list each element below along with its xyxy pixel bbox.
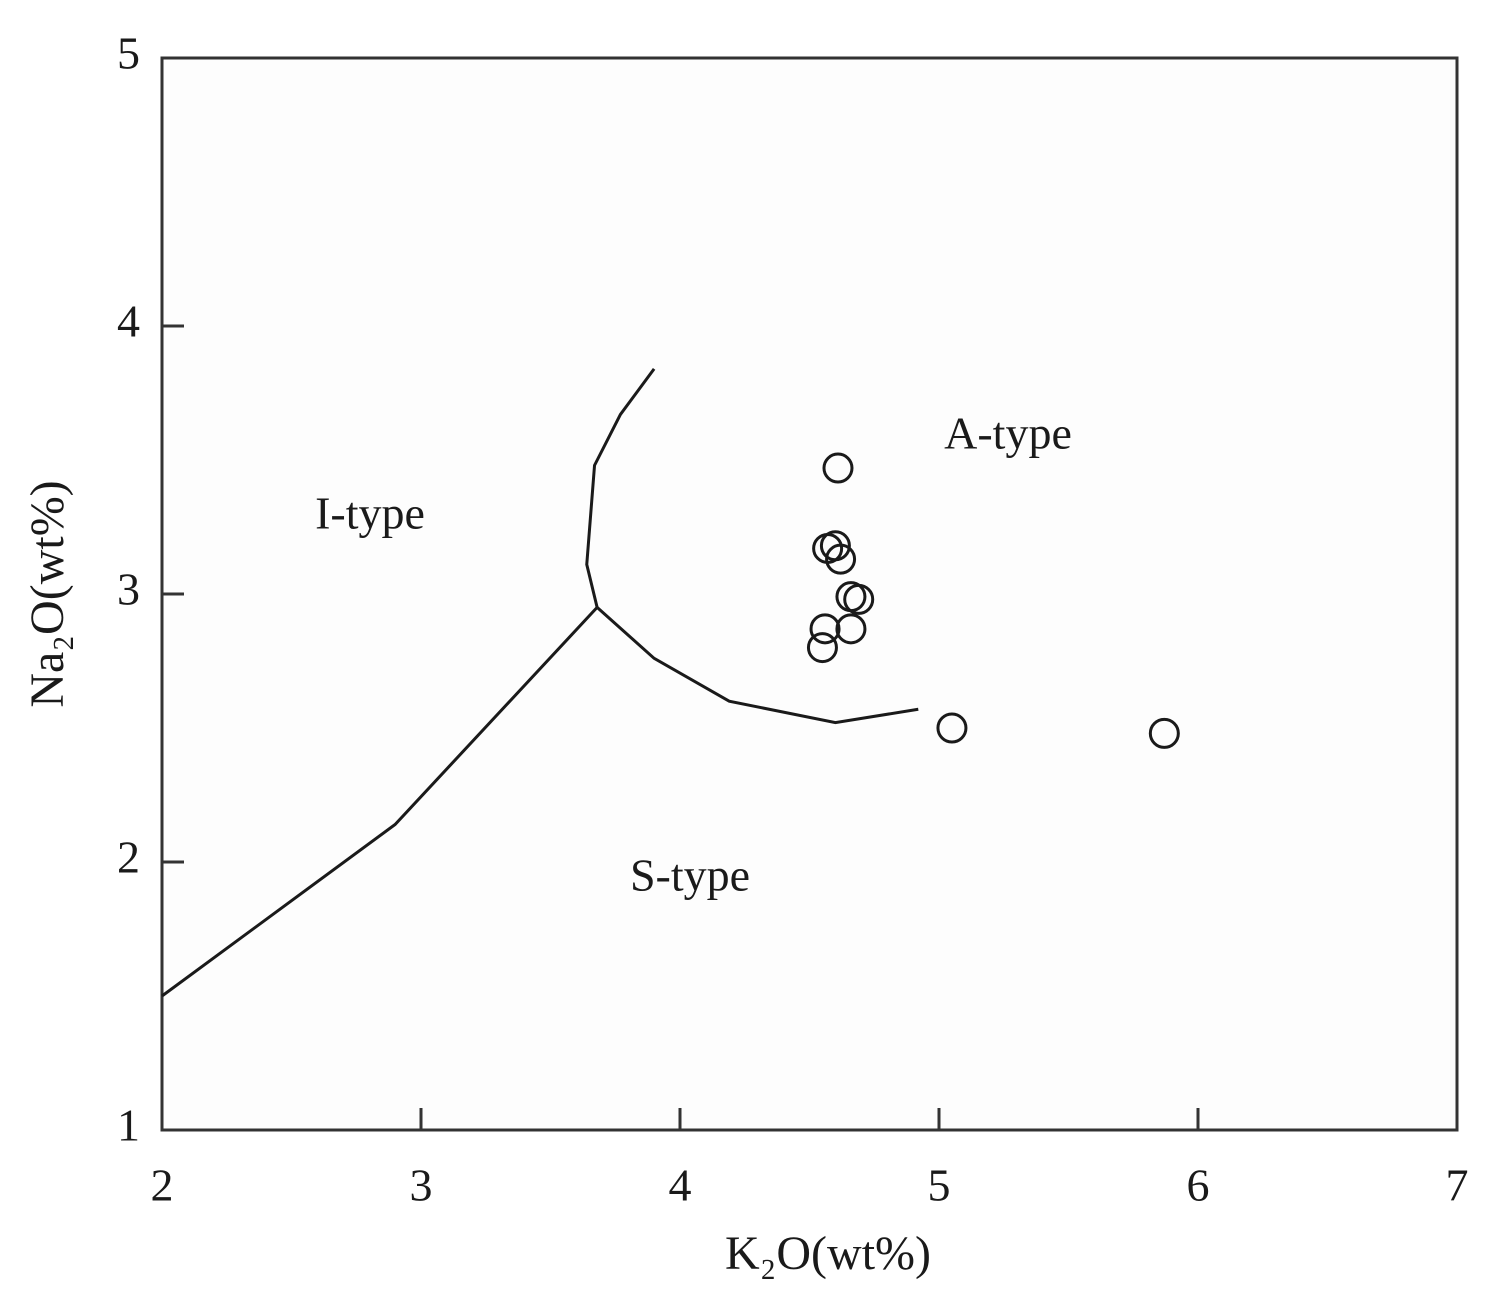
region-label: A-type — [944, 408, 1072, 459]
x-tick-label: 2 — [151, 1160, 174, 1211]
data-point — [835, 613, 867, 645]
x-tick-label: 4 — [669, 1160, 692, 1211]
y-tick-label: 2 — [117, 832, 140, 883]
data-point — [822, 452, 854, 484]
data-point — [825, 543, 857, 575]
data-point — [936, 712, 968, 744]
data-point — [843, 583, 875, 615]
x-tick-label: 5 — [928, 1160, 951, 1211]
y-tick-label: 4 — [117, 296, 140, 347]
y-tick-label: 1 — [117, 1100, 140, 1151]
data-point — [806, 632, 838, 664]
data-point — [809, 613, 841, 645]
data-point — [1148, 717, 1180, 749]
y-axis-label: Na₂O(wt%) — [21, 480, 74, 707]
x-tick-label: 7 — [1446, 1160, 1469, 1211]
x-tick-label: 6 — [1187, 1160, 1210, 1211]
region-label: I-type — [315, 488, 425, 539]
boundary-line — [161, 606, 599, 998]
boundary-line — [585, 367, 656, 608]
y-tick-label: 5 — [117, 28, 140, 79]
x-axis-label: K₂O(wt%) — [725, 1227, 931, 1280]
plot-frame — [160, 56, 1459, 1132]
x-tick-label: 3 — [410, 1160, 433, 1211]
boundary-line — [596, 606, 919, 725]
region-label: S-type — [630, 850, 750, 901]
y-tick-label: 3 — [117, 564, 140, 615]
